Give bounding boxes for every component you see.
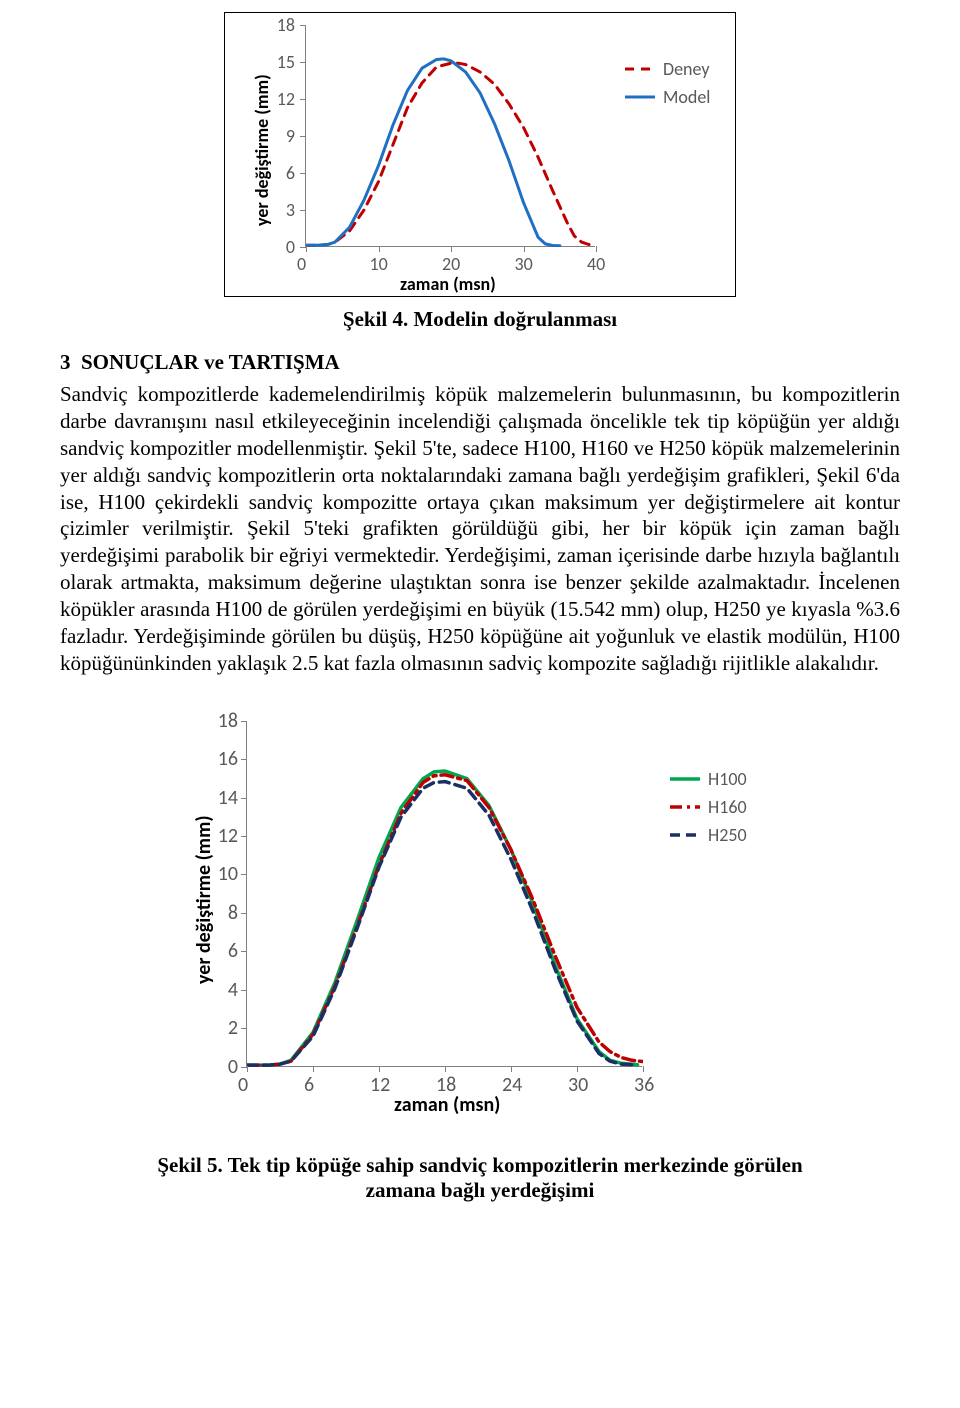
results-paragraph: Sandviç kompozitlerde kademelendirilmiş … [60, 381, 900, 677]
chart1-legend: DeneyModel [625, 58, 710, 114]
figure-4-chart: DeneyModel 0369121518010203040yer değişt… [224, 12, 736, 297]
figure-5-chart: H100H160H250 024681012141618061218243036… [150, 703, 810, 1135]
chart2-curves [247, 721, 643, 1067]
chart2-plot-area [246, 721, 642, 1067]
chart2-legend: H100H160H250 [670, 768, 747, 852]
section-heading: 3 SONUÇLAR ve TARTIŞMA [60, 350, 900, 375]
chart1-plot-area [305, 25, 595, 247]
figure-5-caption: Şekil 5. Tek tip köpüğe sahip sandviç ko… [60, 1153, 900, 1203]
chart1-curves [306, 25, 596, 247]
figure-4-caption: Şekil 4. Modelin doğrulanması [60, 307, 900, 332]
